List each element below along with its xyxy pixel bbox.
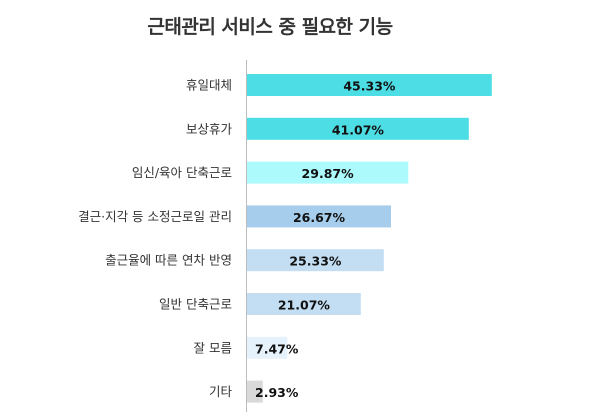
category-label-3: 결근·지각 등 소정근로일 관리 [78,209,232,224]
value-label-4: 25.33% [289,254,342,269]
bar-3 [247,205,391,228]
category-label-6: 잘 모름 [194,340,232,355]
bar-5 [247,293,361,315]
bar-7 [247,380,263,403]
bar-2 [247,161,409,184]
category-label-0: 휴일대체 [186,78,232,93]
category-label-1: 보상휴가 [186,121,233,136]
chart-title: 근태관리 서비스 중 필요한 기능 [147,16,393,38]
category-label-4: 출근율에 따른 연차 반영 [105,253,232,268]
bar-4 [247,249,384,272]
bar-6 [247,336,288,359]
category-label-5: 일반 단축근로 [159,297,232,312]
value-label-3: 26.67% [293,210,346,225]
value-label-1: 41.07% [332,122,385,137]
bar-0 [247,74,492,96]
value-label-6: 7.47% [255,341,299,356]
category-label-2: 임신/육아 단축근로 [132,165,232,180]
category-label-7: 기타 [209,384,233,399]
value-label-2: 29.87% [302,166,355,181]
value-label-5: 21.07% [278,298,331,313]
value-label-0: 45.33% [343,79,396,94]
value-label-7: 2.93% [255,385,299,400]
bar-1 [247,117,469,140]
